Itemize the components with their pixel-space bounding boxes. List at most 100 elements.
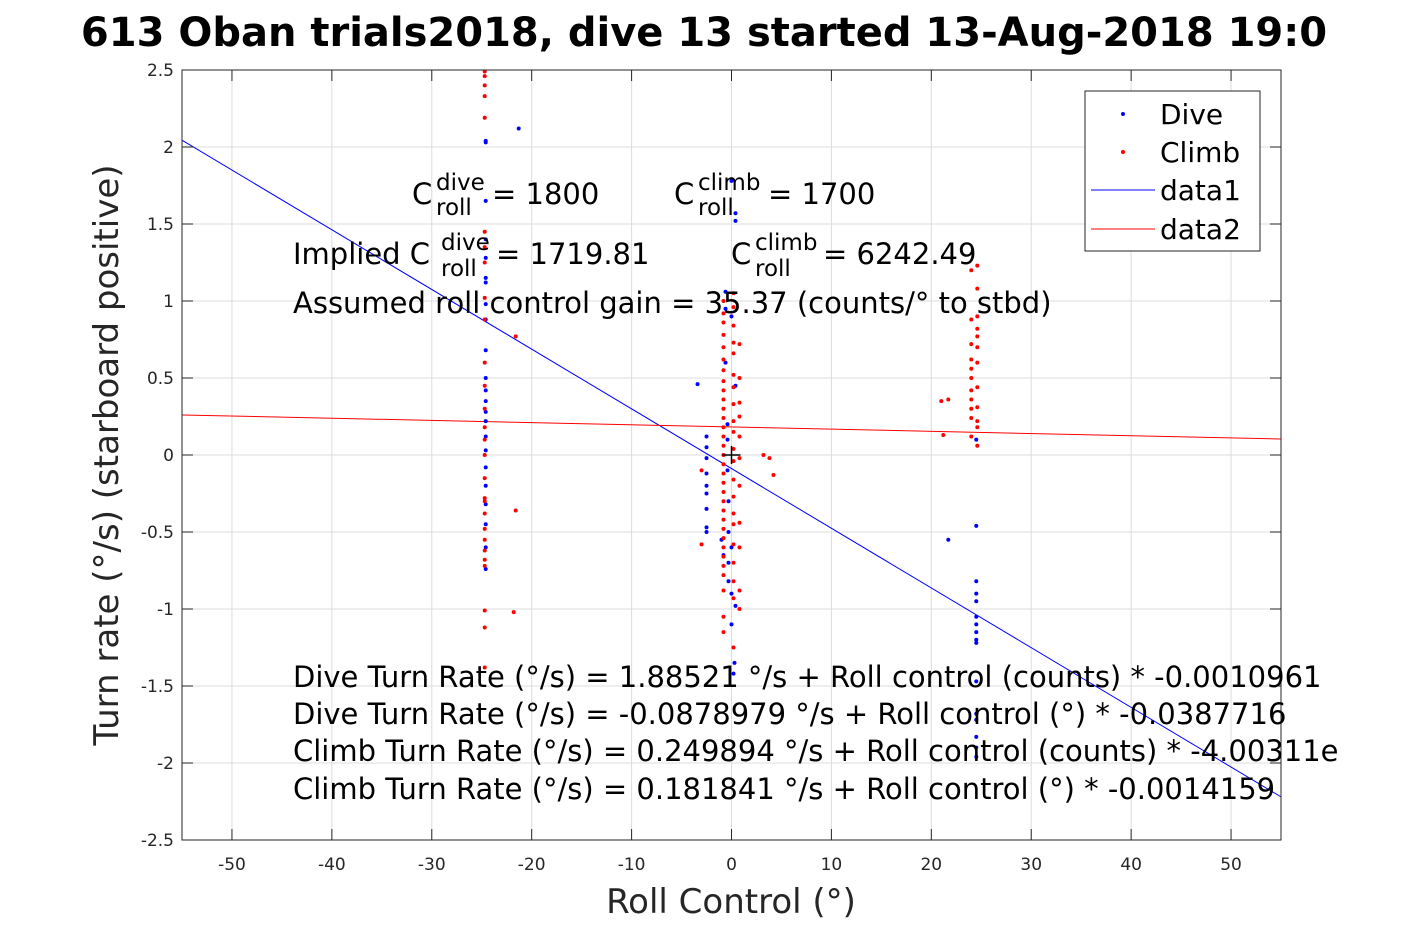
legend-data1-label: data1 [1160, 174, 1241, 207]
dive-point [726, 560, 731, 565]
climb-point [969, 268, 974, 273]
climb-point [482, 94, 487, 99]
climb-point [721, 416, 726, 421]
x-tick-label: 10 [821, 855, 843, 875]
c-climb-annotation: C climb roll = 1700 [674, 170, 875, 221]
climb-point [731, 542, 736, 547]
climb-point [482, 625, 487, 630]
climb-point [975, 345, 980, 350]
axis-ticks: -50 -40 -30 -20 -10 0 10 20 30 40 50-2.5-2-1.5-1-0… [141, 61, 1281, 875]
climb-point [721, 357, 726, 362]
climb-point [731, 560, 736, 565]
dive-point [729, 545, 734, 550]
dive-point [695, 382, 700, 387]
c-climb-base: C [674, 177, 694, 211]
y-tick-label: 2.5 [147, 61, 174, 81]
dive-point [704, 483, 709, 488]
climb-point [721, 588, 726, 593]
dive-point [704, 471, 709, 476]
climb-point [731, 291, 736, 296]
chart-title: 613 Oban trials2018, dive 13 started 13-… [81, 10, 1327, 56]
dive-point [974, 523, 979, 528]
climb-point [721, 345, 726, 350]
dive-point [729, 314, 734, 319]
y-tick-label: 2 [163, 138, 174, 158]
climb-point [767, 456, 772, 461]
legend-dive-label: Dive [1160, 98, 1223, 131]
climb-point [969, 406, 974, 411]
climb-point [969, 434, 974, 439]
climb-point [721, 573, 726, 578]
climb-point [731, 477, 736, 482]
dive-point [704, 506, 709, 511]
climb-point [482, 295, 487, 300]
climb-point [969, 397, 974, 402]
climb-point [482, 665, 487, 670]
dive-point [704, 525, 709, 530]
climb-point [482, 608, 487, 613]
dive-point [483, 545, 488, 550]
c-dive-base: C [412, 177, 432, 211]
y-tick-label: -1 [157, 600, 174, 620]
dive-point [723, 306, 728, 311]
climb-point [731, 511, 736, 516]
y-tick-label: -2.5 [141, 831, 174, 851]
dive-point [483, 302, 488, 307]
climb-point [482, 383, 487, 388]
climb-point [482, 425, 487, 430]
legend-climb-label: Climb [1160, 136, 1240, 169]
x-tick-label: -10 [618, 855, 646, 875]
implied-climb-value: = 6242.49 [823, 237, 976, 271]
climb-point [721, 443, 726, 448]
climb-point [721, 536, 726, 541]
climb-point [482, 496, 487, 501]
x-tick-label: 50 [1220, 855, 1242, 875]
climb-point [941, 432, 946, 437]
dive-point [483, 566, 488, 571]
implied-dive-value: = 1719.81 [496, 237, 649, 271]
dive-point [974, 630, 979, 635]
dive-point [483, 409, 488, 414]
climb-point [731, 522, 736, 527]
climb-point [482, 360, 487, 365]
c-climb-value: = 1700 [768, 177, 875, 211]
dive-point [704, 434, 709, 439]
c-dive-annotation: C dive roll = 1800 [412, 170, 599, 221]
dive-equation-counts: Dive Turn Rate (°/s) = 1.88521 °/s + Rol… [293, 660, 1321, 694]
climb-point [731, 645, 736, 650]
implied-dive-prefix: Implied C [293, 237, 430, 271]
implied-dive-annotation: Implied C dive roll = 1719.81 [293, 230, 649, 282]
data-points [482, 69, 980, 759]
implied-dive-sup: dive [441, 230, 490, 256]
dive-point [726, 579, 731, 584]
climb-point [975, 314, 980, 319]
dive-point [704, 445, 709, 450]
climb-point [721, 311, 726, 316]
climb-equation-degrees: Climb Turn Rate (°/s) = 0.181841 °/s + R… [293, 772, 1275, 806]
climb-point [975, 385, 980, 390]
climb-point [482, 74, 487, 79]
climb-point [721, 368, 726, 373]
dive-point [483, 255, 488, 260]
climb-point [969, 376, 974, 380]
dive-point [726, 530, 731, 534]
dive-point [733, 218, 738, 223]
climb-point [761, 453, 766, 457]
climb-point [731, 596, 736, 601]
climb-point [731, 579, 736, 584]
climb-point [737, 520, 742, 525]
climb-point [721, 499, 726, 504]
climb-point [482, 499, 487, 504]
climb-point [731, 323, 736, 328]
climb-point [721, 517, 726, 522]
climb-point [969, 366, 974, 371]
climb-point [737, 545, 742, 550]
dive-point [725, 422, 730, 427]
origin-marker [722, 446, 741, 464]
c-climb-sub: roll [698, 195, 734, 221]
climb-point [482, 548, 487, 553]
dive-point [946, 537, 951, 542]
climb-point [731, 459, 736, 464]
climb-point [721, 508, 726, 513]
dive-point [729, 178, 734, 183]
